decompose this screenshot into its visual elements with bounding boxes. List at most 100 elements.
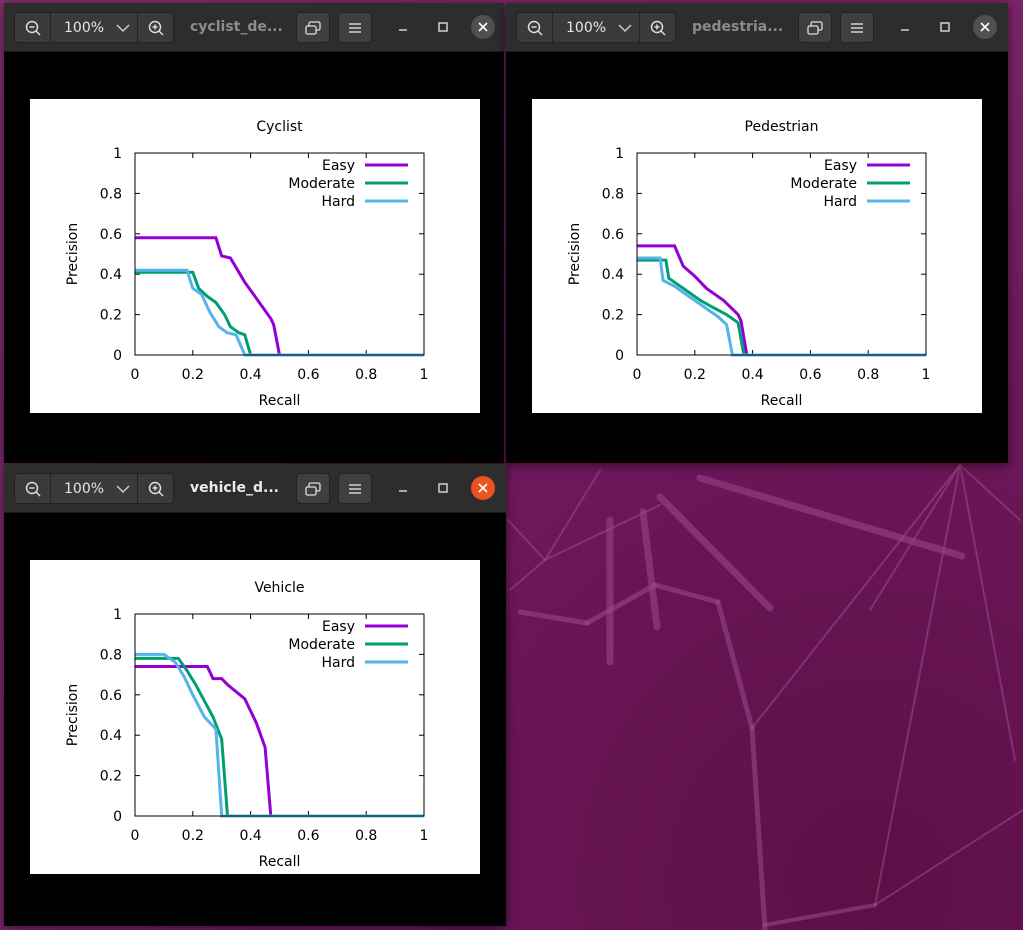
zoom-out-button[interactable]	[517, 13, 553, 42]
vehicle-viewer-window: 100% vehicle_d... Vehicle 0 0.2 0.4 0.6 0.8 1 0…	[4, 464, 506, 926]
zoom-in-icon	[650, 20, 666, 36]
series-line-hard	[135, 268, 424, 357]
y-axis-label: Precision	[65, 223, 81, 285]
series-line-easy	[135, 665, 424, 818]
zoom-in-button[interactable]	[137, 13, 173, 42]
fit-window-button[interactable]	[296, 12, 330, 43]
fit-window-button[interactable]	[296, 473, 330, 504]
window-titlebar[interactable]: 100% vehicle_d...	[4, 464, 506, 513]
close-button[interactable]	[471, 15, 495, 39]
x-axis-label: Recall	[259, 393, 301, 409]
series-line-hard	[637, 256, 926, 357]
close-icon	[478, 22, 488, 32]
y-tick-label: 0	[615, 348, 624, 364]
hamburger-menu-icon	[349, 483, 361, 494]
x-tick-label: 0.8	[857, 367, 879, 383]
x-tick-label: 0	[131, 367, 140, 383]
zoom-level[interactable]: 100%	[64, 19, 105, 36]
maximize-button[interactable]	[933, 15, 957, 39]
close-icon	[478, 483, 488, 493]
x-tick-label: 0.4	[239, 367, 261, 383]
series-line-moderate	[135, 270, 424, 357]
y-tick-label: 0	[113, 348, 122, 364]
main-menu-button[interactable]	[338, 12, 372, 43]
pr-curve-chart: Cyclist 0 0.2 0.4 0.6 0.8 1 0 0.2 0.4 0.6 0.8 1 Recal…	[65, 119, 428, 409]
close-icon	[980, 22, 990, 32]
y-tick-label: 0.4	[100, 728, 122, 744]
zoom-in-button[interactable]	[137, 474, 173, 503]
close-button[interactable]	[973, 15, 997, 39]
zoom-in-button[interactable]	[639, 13, 675, 42]
x-tick-label: 0.6	[297, 828, 319, 844]
x-tick-label: 1	[420, 828, 429, 844]
zoom-level[interactable]: 100%	[64, 480, 105, 497]
chart-title: Vehicle	[254, 580, 304, 596]
zoom-control: 100%	[14, 12, 174, 43]
legend-label: Moderate	[790, 176, 857, 192]
x-tick-label: 0.8	[355, 367, 377, 383]
x-axis-label: Recall	[259, 854, 301, 870]
y-tick-label: 0.4	[100, 267, 122, 283]
maximize-button[interactable]	[431, 15, 455, 39]
y-tick-label: 0.4	[602, 267, 624, 283]
close-button[interactable]	[471, 476, 495, 500]
x-tick-label: 0.4	[239, 828, 261, 844]
x-axis-label: Recall	[761, 393, 803, 409]
zoom-out-icon	[527, 20, 543, 36]
zoom-control: 100%	[14, 473, 174, 504]
chevron-down-icon	[116, 484, 130, 493]
x-tick-label: 0.6	[799, 367, 821, 383]
x-tick-label: 0.2	[182, 828, 204, 844]
series-line-moderate	[135, 656, 424, 818]
main-menu-button[interactable]	[338, 473, 372, 504]
y-tick-label: 1	[615, 146, 624, 162]
x-tick-label: 0	[131, 828, 140, 844]
zoom-in-icon	[148, 20, 164, 36]
minimize-button[interactable]	[893, 15, 917, 39]
chart-title: Pedestrian	[745, 119, 819, 135]
legend-label: Easy	[322, 158, 355, 174]
maximize-icon	[438, 483, 448, 493]
series-line-easy	[637, 244, 926, 357]
window-titlebar[interactable]: 100% cyclist_de...	[4, 3, 504, 52]
series-line-easy	[135, 236, 424, 357]
x-tick-label: 0.2	[182, 367, 204, 383]
y-tick-label: 0.8	[100, 186, 122, 202]
legend-label: Moderate	[288, 637, 355, 653]
x-tick-label: 0.8	[355, 828, 377, 844]
zoom-out-button[interactable]	[15, 474, 51, 503]
minimize-icon	[901, 29, 909, 31]
series-line-moderate	[637, 258, 926, 357]
x-tick-label: 0.6	[297, 367, 319, 383]
window-title: cyclist_de...	[190, 19, 283, 35]
zoom-control: 100%	[516, 12, 676, 43]
y-tick-label: 0.2	[100, 308, 122, 324]
zoom-dropdown[interactable]	[613, 13, 637, 42]
zoom-out-icon	[25, 481, 41, 497]
zoom-dropdown[interactable]	[111, 13, 135, 42]
zoom-out-button[interactable]	[15, 13, 51, 42]
x-tick-label: 1	[922, 367, 931, 383]
legend-label: Hard	[321, 655, 355, 671]
hamburger-menu-icon	[851, 22, 863, 33]
zoom-out-icon	[25, 20, 41, 36]
maximize-button[interactable]	[431, 476, 455, 500]
plot-image: Vehicle 0 0.2 0.4 0.6 0.8 1 0 0.2 0.4 0.6 0.8 1 Recal…	[30, 560, 480, 874]
window-titlebar[interactable]: 100% pedestria...	[506, 3, 1008, 52]
fit-window-button[interactable]	[798, 12, 832, 43]
zoom-level[interactable]: 100%	[566, 19, 607, 36]
legend-label: Easy	[824, 158, 857, 174]
y-axis-label: Precision	[567, 223, 583, 285]
fit-window-icon	[305, 20, 321, 35]
main-menu-button[interactable]	[840, 12, 874, 43]
x-tick-label: 0.2	[684, 367, 706, 383]
minimize-button[interactable]	[391, 15, 415, 39]
y-tick-label: 0.6	[100, 688, 122, 704]
minimize-button[interactable]	[391, 476, 415, 500]
zoom-dropdown[interactable]	[111, 474, 135, 503]
y-axis-label: Precision	[65, 684, 81, 746]
y-tick-label: 0.6	[602, 227, 624, 243]
window-title: pedestria...	[692, 19, 784, 35]
minimize-icon	[399, 29, 407, 31]
legend-label: Hard	[823, 194, 857, 210]
